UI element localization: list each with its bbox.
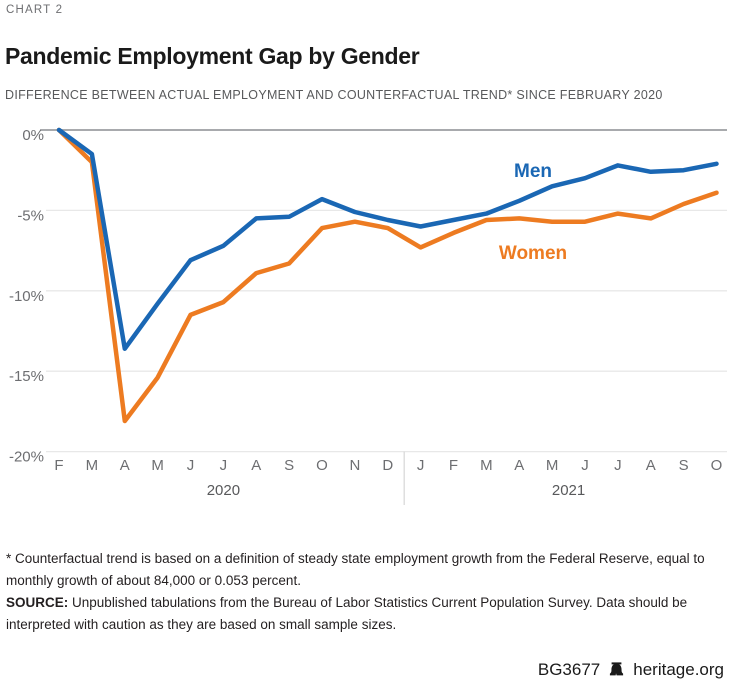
y-tick-label: 0% [22,127,44,144]
month-label: J [581,457,589,474]
month-label: M [480,457,493,474]
men-line [56,127,719,351]
men-series-label: Men [514,161,552,182]
month-label: J [220,457,228,474]
year-label-2021: 2021 [552,482,585,499]
month-label: F [54,457,63,474]
source-text: Unpublished tabulations from the Bureau … [6,595,688,632]
footnotes: * Counterfactual trend is based on a def… [6,548,728,636]
chart-canvas: 0% -5% -10% -15% -20% F M A M J J A S O N D J F M A M J J A S O 20… [9,127,727,505]
month-label: A [646,457,656,474]
month-label: J [417,457,425,474]
month-label: O [316,457,328,474]
month-label: O [711,457,723,474]
y-tick-label: -15% [9,368,44,385]
month-label: A [120,457,130,474]
chart-subtitle: DIFFERENCE BETWEEN ACTUAL EMPLOYMENT AND… [5,88,663,102]
month-label: N [349,457,360,474]
month-label: J [614,457,622,474]
liberty-bell-icon [607,661,626,679]
month-label: J [187,457,195,474]
report-id: BG3677 [537,660,601,679]
source-footnote: SOURCE: Unpublished tabulations from the… [6,592,728,636]
y-tick-label: -5% [17,207,44,224]
y-tick-label: -10% [9,288,44,305]
site-credit: heritage.org [633,660,724,679]
year-label-2020: 2020 [207,482,240,499]
month-label: A [251,457,261,474]
month-label: M [86,457,99,474]
month-label: M [546,457,559,474]
month-label: D [382,457,393,474]
source-label: SOURCE: [6,595,69,610]
asterisk-footnote: * Counterfactual trend is based on a def… [6,551,705,588]
chart-number-kicker: CHART 2 [6,4,64,16]
month-label: S [284,457,294,474]
page-title: Pandemic Employment Gap by Gender [5,43,420,70]
month-label: S [679,457,689,474]
employment-gap-line-chart: 0% -5% -10% -15% -20% F M A M J J A S O N D J F M A M J J A S O 20… [0,115,734,515]
month-label: M [151,457,164,474]
month-label: F [449,457,458,474]
women-series-label: Women [499,243,567,264]
women-line [56,127,719,424]
footer-credit: BG3677 heritage.org [538,660,724,680]
y-tick-label: -20% [9,449,44,466]
month-label: A [514,457,524,474]
